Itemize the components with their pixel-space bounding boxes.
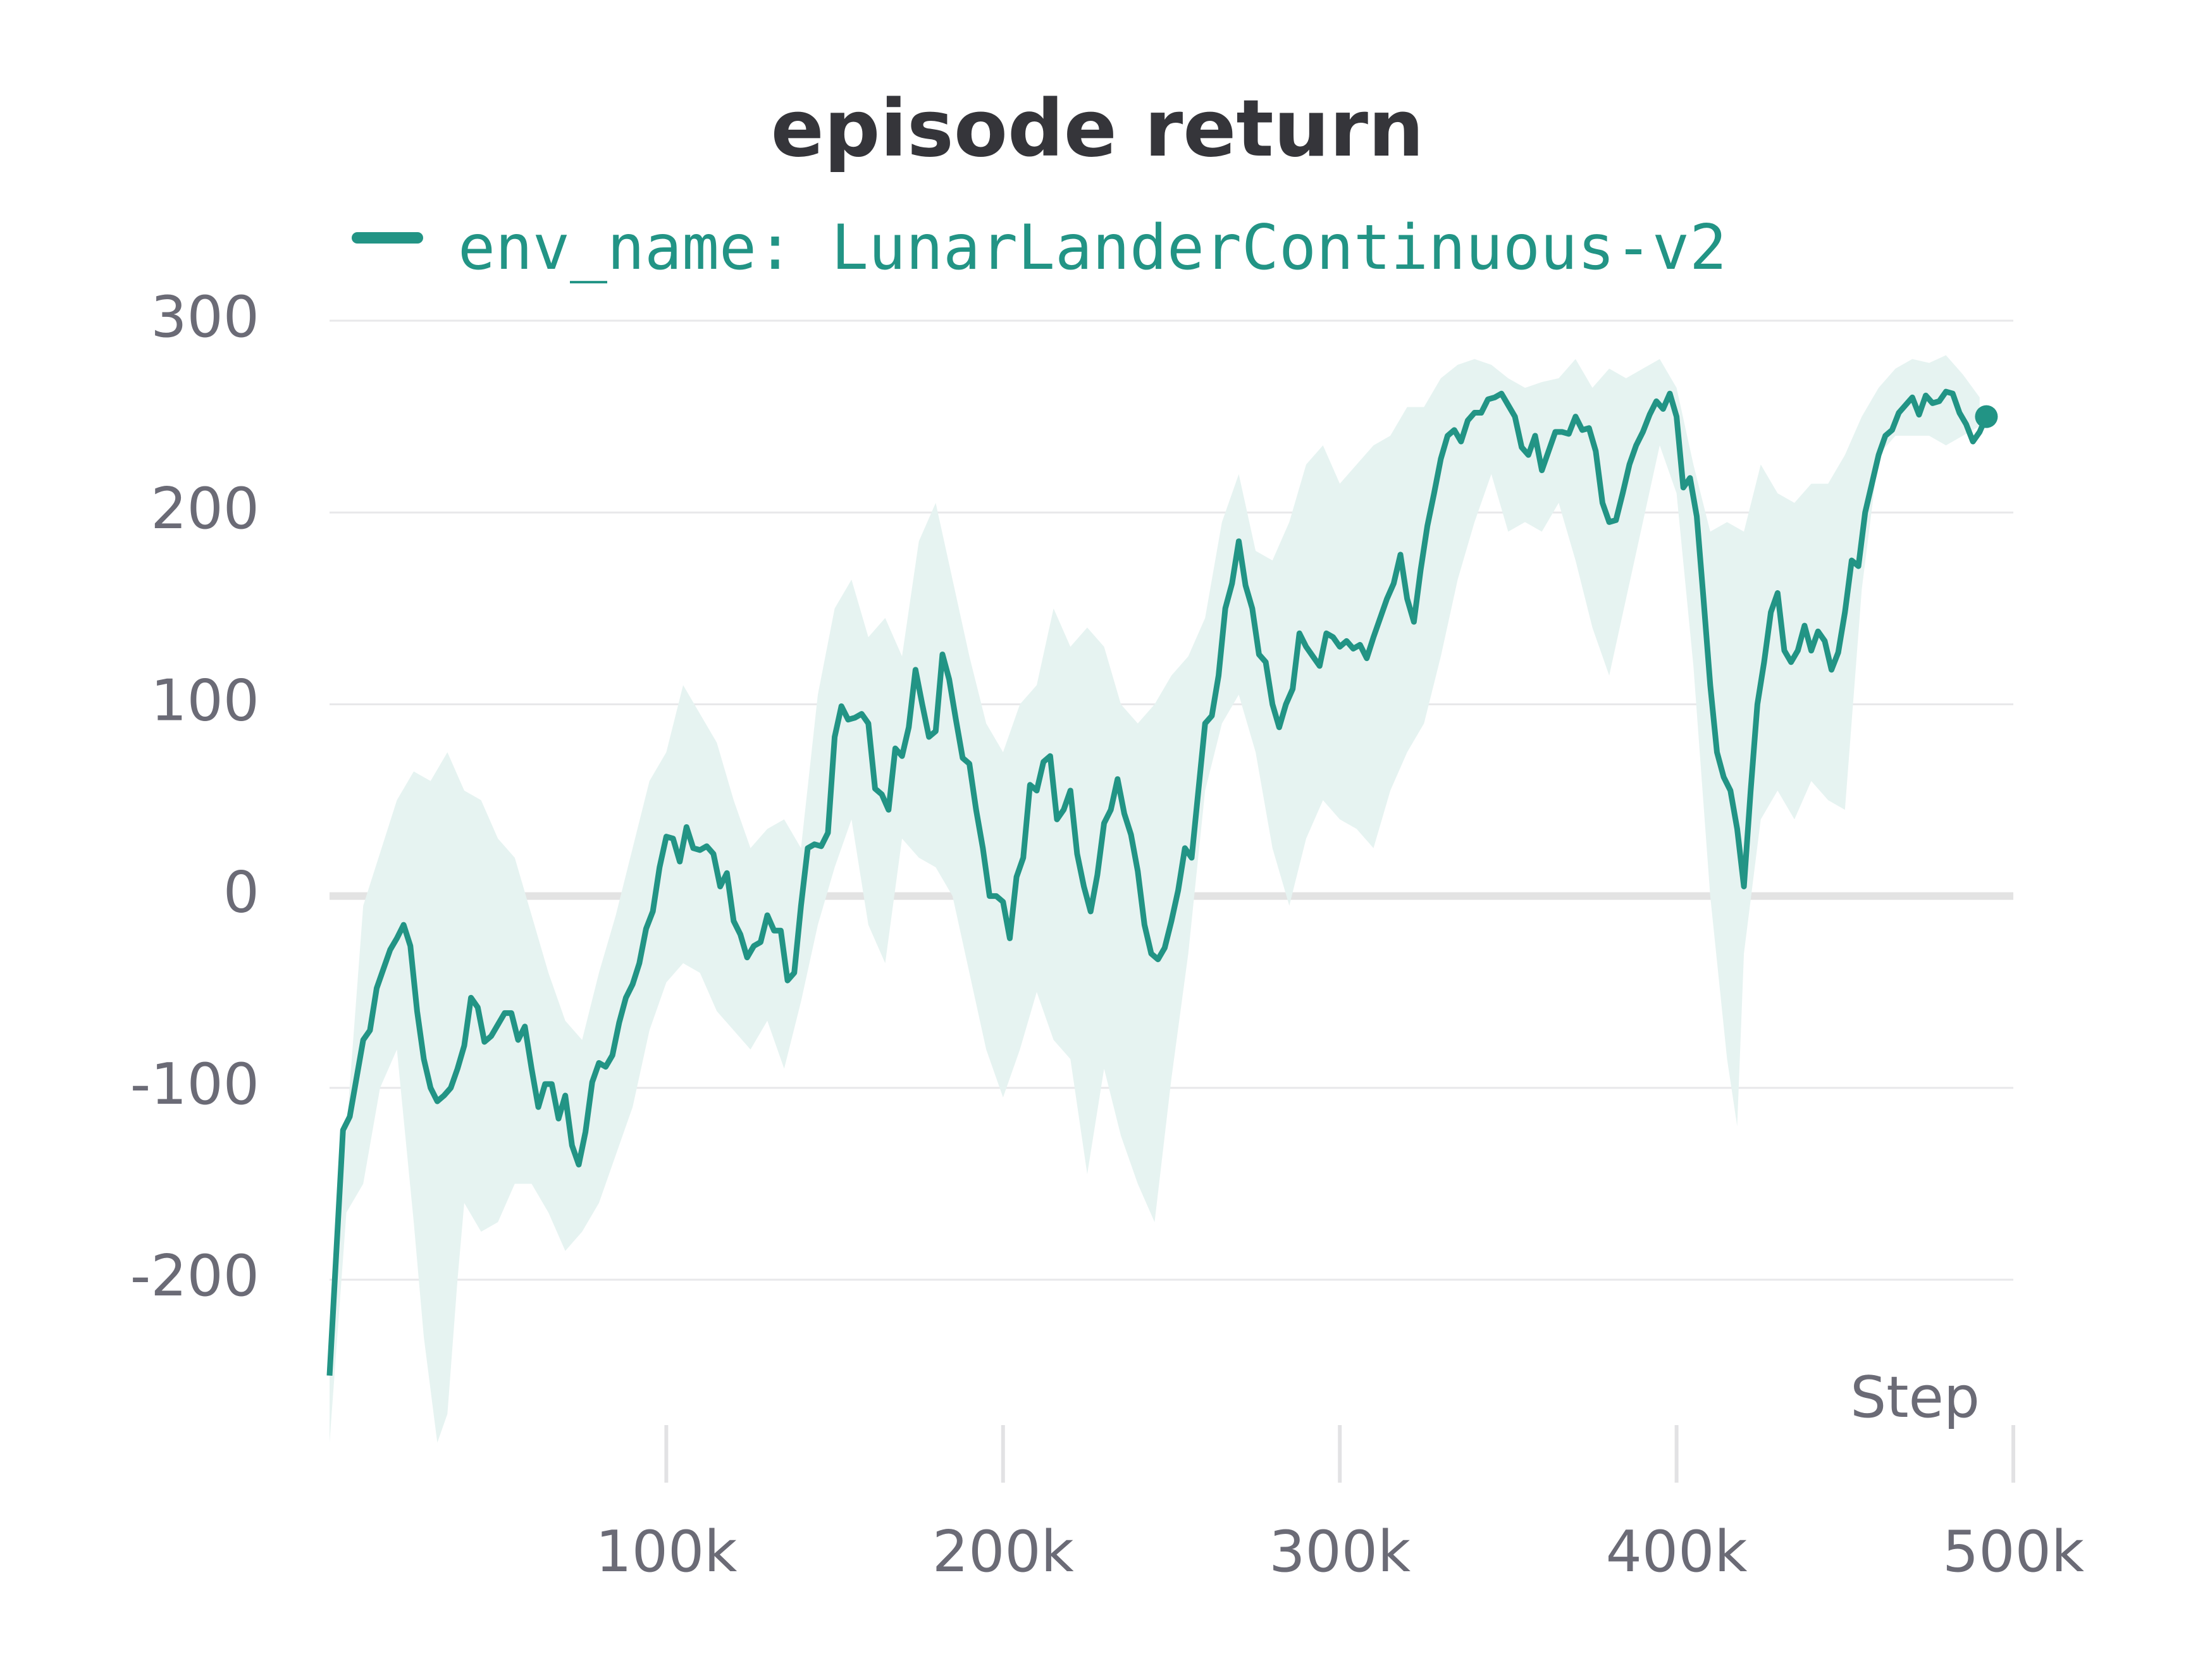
y-tick-label: -100 <box>130 1051 259 1118</box>
band-area <box>330 355 1980 1443</box>
x-tick-label: 300k <box>1269 1519 1411 1585</box>
x-tick-label: 100k <box>595 1519 737 1585</box>
x-tick-label: 400k <box>1606 1519 1748 1585</box>
y-tick-label: 0 <box>223 860 259 926</box>
y-tick-label: 100 <box>151 667 259 734</box>
x-tick-label: 500k <box>1942 1519 2084 1585</box>
legend-label: env_name: LunarLanderContinuous-v2 <box>458 212 1727 284</box>
x-tick-label: 200k <box>932 1519 1074 1585</box>
x-axis-label: Step <box>1850 1364 1980 1431</box>
series-line <box>326 388 1989 1376</box>
y-tick-label: -200 <box>130 1243 259 1309</box>
y-tick-label: 300 <box>151 284 259 350</box>
chart-title: episode return <box>771 83 1424 175</box>
y-tick-label: 200 <box>151 476 259 542</box>
end-point <box>1975 405 1998 428</box>
